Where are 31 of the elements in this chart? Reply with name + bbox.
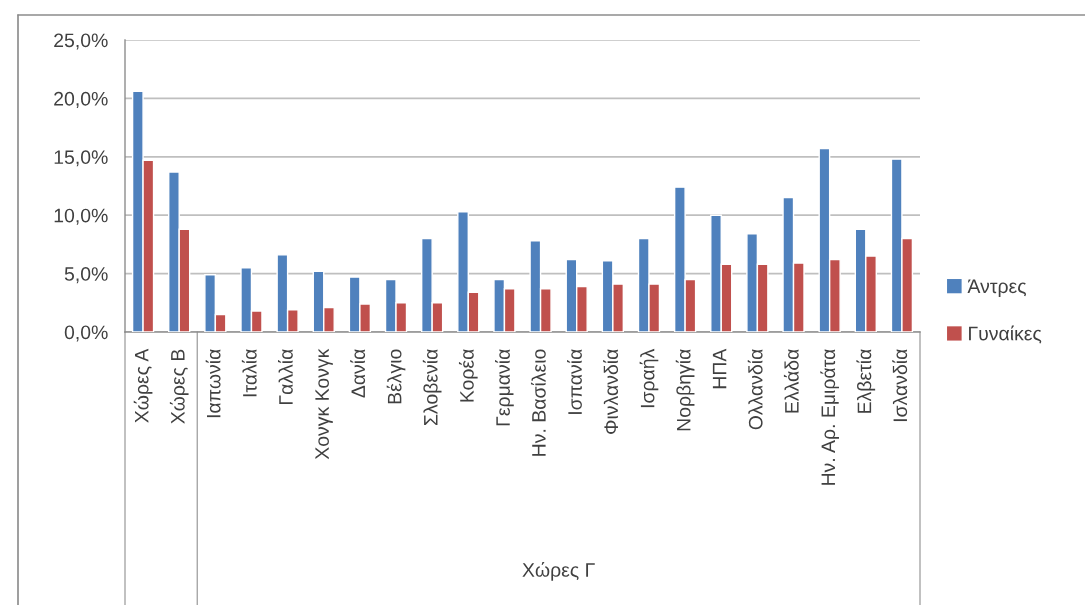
x-tick-label: Χώρες Α [133, 348, 153, 423]
x-tick-label: Ισλανδία [892, 349, 908, 422]
x-tick-label: Σλοβενία [422, 349, 442, 426]
x-tick-label: Γερμανία [495, 349, 514, 426]
x-tick-label: Ιταλία [241, 349, 257, 397]
x-tick-label: Χονγκ Κονγκ [315, 348, 333, 460]
x-tick-label: Ην. Βασίλειο [530, 349, 546, 456]
y-tick-label: 5,0% [64, 267, 108, 284]
y-tick-label: 25,0% [54, 33, 108, 50]
x-tick-label: Ελλάδα [783, 349, 799, 413]
x-tick-label: Ισπανία [567, 349, 582, 414]
y-tick-label: 0,0% [64, 325, 108, 342]
x-tick-label: Ιαπωνία [205, 349, 221, 418]
y-tick-label: 20,0% [54, 91, 108, 108]
x-tick-label: Ισραήλ [639, 348, 659, 408]
x-tick-label: Βέλγιο [386, 349, 406, 404]
x-tick-label: Φινλανδία [603, 349, 619, 434]
y-tick-label: 15,0% [54, 150, 108, 167]
legend-label: Γυναίκες [969, 325, 1042, 344]
x-tick-label: ΗΠΑ [712, 348, 727, 389]
y-tick-label: 10,0% [54, 208, 108, 225]
x-tick-label: Ολλανδία [747, 349, 763, 430]
x-tick-label: Χώρες Β [169, 349, 189, 424]
x-tick-label: Νορβηγία [675, 349, 695, 431]
x-tick-label: Κορέα [458, 349, 478, 402]
legend-label: Άντρες [967, 279, 1026, 297]
x-axis-title: Χώρες Γ [522, 562, 595, 581]
x-tick-label: Ην. Αρ. Εμιράτα [820, 349, 839, 485]
x-tick-label: Ελβετία [856, 349, 876, 413]
x-tick-label: Δανία [350, 349, 366, 398]
x-tick-label: Γαλλία [277, 349, 293, 405]
